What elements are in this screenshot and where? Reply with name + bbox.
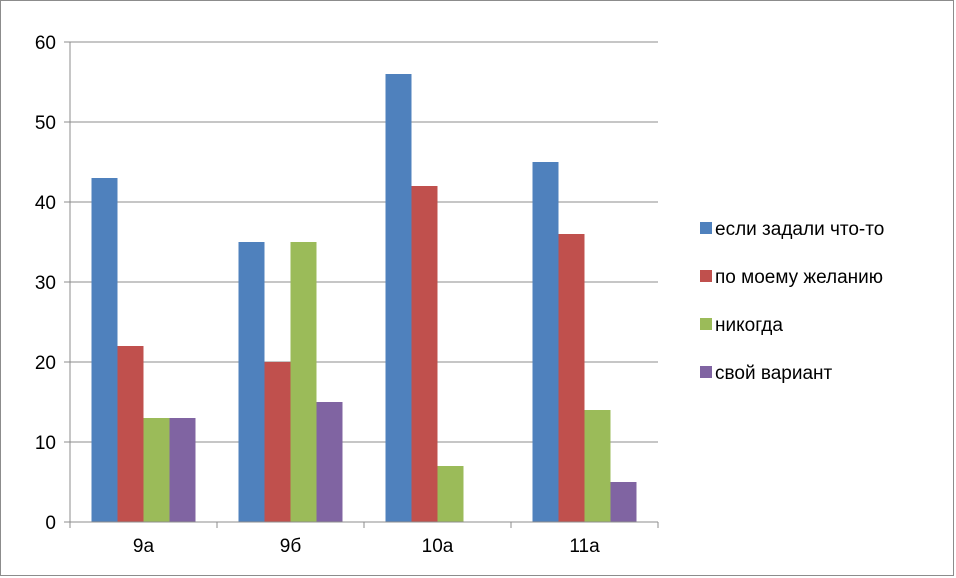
legend-swatch bbox=[700, 318, 712, 330]
legend-swatch bbox=[700, 366, 712, 378]
bar bbox=[169, 418, 196, 522]
y-tick-label: 20 bbox=[35, 353, 56, 374]
bar bbox=[610, 482, 637, 522]
x-tick-label: 9а bbox=[133, 536, 155, 557]
legend-label: если задали что-то bbox=[715, 219, 884, 240]
y-tick-label: 30 bbox=[35, 273, 56, 294]
x-tick-label: 10а bbox=[422, 536, 454, 557]
legend-label: свой вариант bbox=[715, 363, 833, 384]
bar bbox=[437, 466, 464, 522]
x-tick-label: 9б bbox=[280, 536, 302, 557]
bar bbox=[290, 242, 317, 522]
legend-label: никогда bbox=[715, 315, 783, 336]
legend-swatch bbox=[700, 270, 712, 282]
x-axis-ticks: 9а 9б 10а 11а bbox=[133, 536, 600, 557]
y-tick-label: 60 bbox=[35, 33, 56, 54]
bar bbox=[316, 402, 343, 522]
bar bbox=[264, 362, 291, 522]
legend: если задали что-то по моему желанию никогд… bbox=[700, 219, 884, 384]
bar bbox=[532, 162, 559, 522]
y-tick-label: 40 bbox=[35, 193, 56, 214]
y-tick-label: 10 bbox=[35, 433, 56, 454]
bar bbox=[143, 418, 170, 522]
axes bbox=[64, 41, 659, 528]
y-tick-label: 50 bbox=[35, 113, 56, 134]
bars bbox=[91, 74, 637, 522]
bar bbox=[584, 410, 611, 522]
bar bbox=[91, 178, 118, 522]
legend-swatch bbox=[700, 222, 712, 234]
bar bbox=[117, 346, 144, 522]
bar bbox=[385, 74, 412, 522]
bar bbox=[411, 186, 438, 522]
x-tick-label: 11а bbox=[569, 536, 600, 557]
bar bbox=[238, 242, 265, 522]
bar bbox=[558, 234, 585, 522]
y-axis-ticks: 0 10 20 30 40 50 60 bbox=[35, 33, 56, 534]
y-tick-label: 0 bbox=[45, 513, 56, 534]
legend-label: по моему желанию bbox=[715, 267, 883, 288]
